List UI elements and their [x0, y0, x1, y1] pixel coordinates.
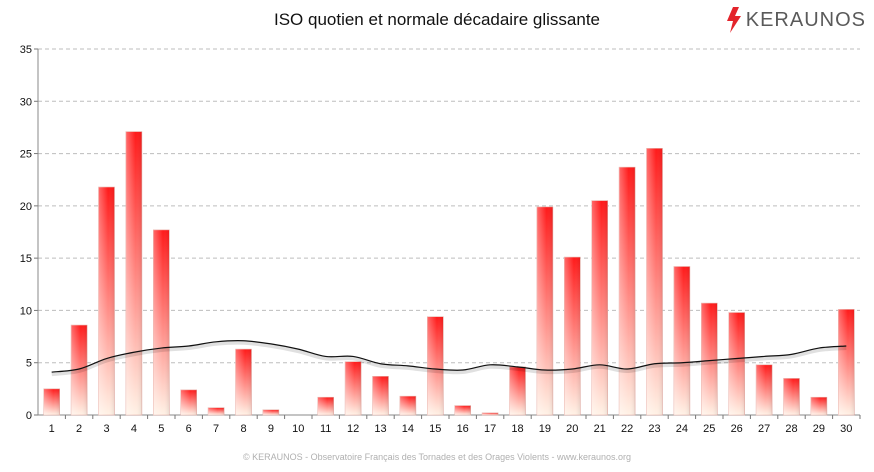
x-tick-label: 7 — [213, 423, 219, 435]
bar-shading — [71, 325, 88, 415]
bar-shading — [701, 303, 718, 415]
y-tick-label: 15 — [20, 253, 32, 265]
x-tick-label: 3 — [103, 423, 109, 435]
bar-shading — [673, 266, 690, 415]
bar-shading — [810, 397, 827, 415]
brand-name: KERAUNOS — [745, 8, 866, 31]
x-tick-label: 26 — [731, 423, 743, 435]
bar-shading — [372, 376, 389, 415]
x-tick-label: 18 — [511, 423, 523, 435]
y-tick-label: 20 — [20, 201, 32, 213]
x-tick-label: 5 — [158, 423, 164, 435]
bar-shading — [619, 167, 636, 415]
x-tick-label: 17 — [484, 423, 496, 435]
x-tick-label: 21 — [594, 423, 606, 435]
x-tick-label: 15 — [429, 423, 441, 435]
bar-shading — [783, 378, 800, 415]
x-tick-label: 12 — [347, 423, 359, 435]
bar-shading — [564, 257, 581, 415]
bar-shading — [262, 409, 279, 415]
y-tick-label: 5 — [26, 358, 32, 370]
lightning-bolt-icon — [726, 7, 741, 33]
bar-shading — [482, 412, 499, 415]
bar-shading — [399, 396, 416, 415]
x-tick-label: 19 — [539, 423, 551, 435]
line-series — [51, 340, 847, 377]
bar-shading — [208, 407, 225, 415]
bar-shading — [345, 361, 362, 415]
x-tick-label: 14 — [402, 423, 414, 435]
bar-shading — [838, 309, 855, 415]
grid-lines — [38, 48, 860, 364]
bar-shading — [98, 187, 115, 415]
x-tick-label: 24 — [676, 423, 688, 435]
x-tick-label: 2 — [76, 423, 82, 435]
y-tick-label: 30 — [20, 96, 32, 108]
x-tick-label: 6 — [186, 423, 192, 435]
bar-shading — [728, 312, 745, 415]
x-tick-label: 8 — [240, 423, 246, 435]
bar-shading — [536, 206, 553, 415]
bar-shading — [125, 131, 142, 415]
y-tick-label: 25 — [20, 149, 32, 161]
x-tick-label: 16 — [457, 423, 469, 435]
y-tick-label: 35 — [20, 44, 32, 56]
x-tick-label: 22 — [621, 423, 633, 435]
bar-shading — [180, 389, 197, 415]
bar-shading — [646, 148, 663, 416]
footer-copyright: © KERAUNOS - Observatoire Français des T… — [243, 452, 631, 462]
x-tick-label: 28 — [785, 423, 797, 435]
bar-shading — [317, 397, 334, 415]
axes — [34, 48, 861, 419]
x-tick-label: 20 — [566, 423, 578, 435]
x-tick-label: 27 — [758, 423, 770, 435]
x-tick-label: 25 — [703, 423, 715, 435]
bar-shading — [153, 229, 170, 415]
x-tick-label: 11 — [320, 423, 331, 435]
brand-logo: KERAUNOS — [726, 6, 866, 34]
series-line — [51, 340, 847, 373]
x-tick-label: 29 — [813, 423, 825, 435]
y-tick-label: 10 — [20, 305, 32, 317]
bar-shading — [427, 316, 444, 415]
bar-shading — [509, 366, 526, 415]
x-tick-label: 10 — [292, 423, 304, 435]
x-tick-label: 13 — [374, 423, 386, 435]
x-tick-label: 1 — [49, 423, 55, 435]
x-tick-label: 4 — [131, 423, 137, 435]
series-line-shadow — [51, 340, 847, 377]
bar-shading — [756, 364, 773, 415]
y-tick-label: 0 — [26, 410, 32, 422]
x-tick-label: 23 — [648, 423, 660, 435]
bar-shading — [591, 200, 608, 415]
bar-shading — [235, 349, 252, 415]
bar-shading — [43, 388, 60, 415]
x-tick-label: 9 — [268, 423, 274, 435]
bar-shading — [454, 405, 471, 415]
chart-title: ISO quotien et normale décadaire glissan… — [273, 10, 601, 29]
x-tick-label: 30 — [840, 423, 852, 435]
